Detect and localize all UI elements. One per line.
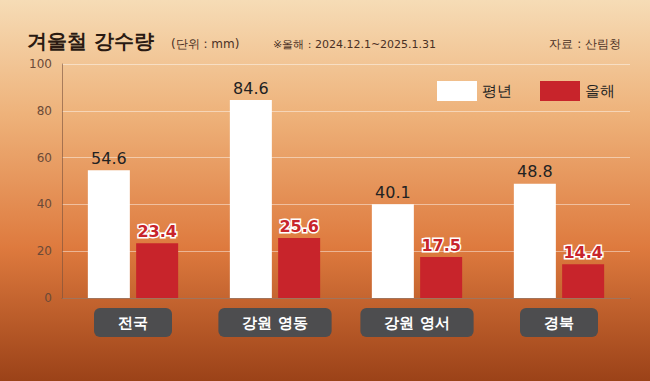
svg-text:올해: 올해 — [585, 82, 615, 100]
svg-text:23.4: 23.4 — [137, 222, 176, 241]
svg-text:54.6: 54.6 — [91, 149, 127, 168]
svg-text:100: 100 — [29, 57, 52, 71]
svg-text:평년: 평년 — [482, 82, 512, 100]
svg-text:강원 영서: 강원 영서 — [384, 314, 449, 332]
svg-text:40.1: 40.1 — [375, 183, 411, 202]
svg-text:전국: 전국 — [118, 314, 148, 332]
svg-text:0: 0 — [44, 291, 52, 305]
svg-text:40: 40 — [37, 197, 52, 211]
svg-text:48.8: 48.8 — [517, 162, 553, 181]
svg-text:25.6: 25.6 — [279, 217, 318, 236]
svg-text:80: 80 — [37, 104, 52, 118]
svg-text:17.5: 17.5 — [421, 236, 460, 255]
svg-text:자료 : 산림청: 자료 : 산림청 — [549, 37, 621, 51]
svg-text:14.4: 14.4 — [563, 243, 602, 262]
svg-text:강원 영동: 강원 영동 — [242, 314, 307, 332]
svg-text:84.6: 84.6 — [233, 79, 269, 98]
svg-text:60: 60 — [37, 151, 52, 165]
svg-text:겨울철 강수량: 겨울철 강수량 — [27, 29, 154, 53]
svg-text:경북: 경북 — [544, 314, 574, 332]
svg-text:20: 20 — [37, 244, 52, 258]
svg-text:※올해 : 2024.12.1~2025.1.31: ※올해 : 2024.12.1~2025.1.31 — [273, 38, 436, 51]
svg-text:(단위 : mm): (단위 : mm) — [171, 37, 239, 51]
